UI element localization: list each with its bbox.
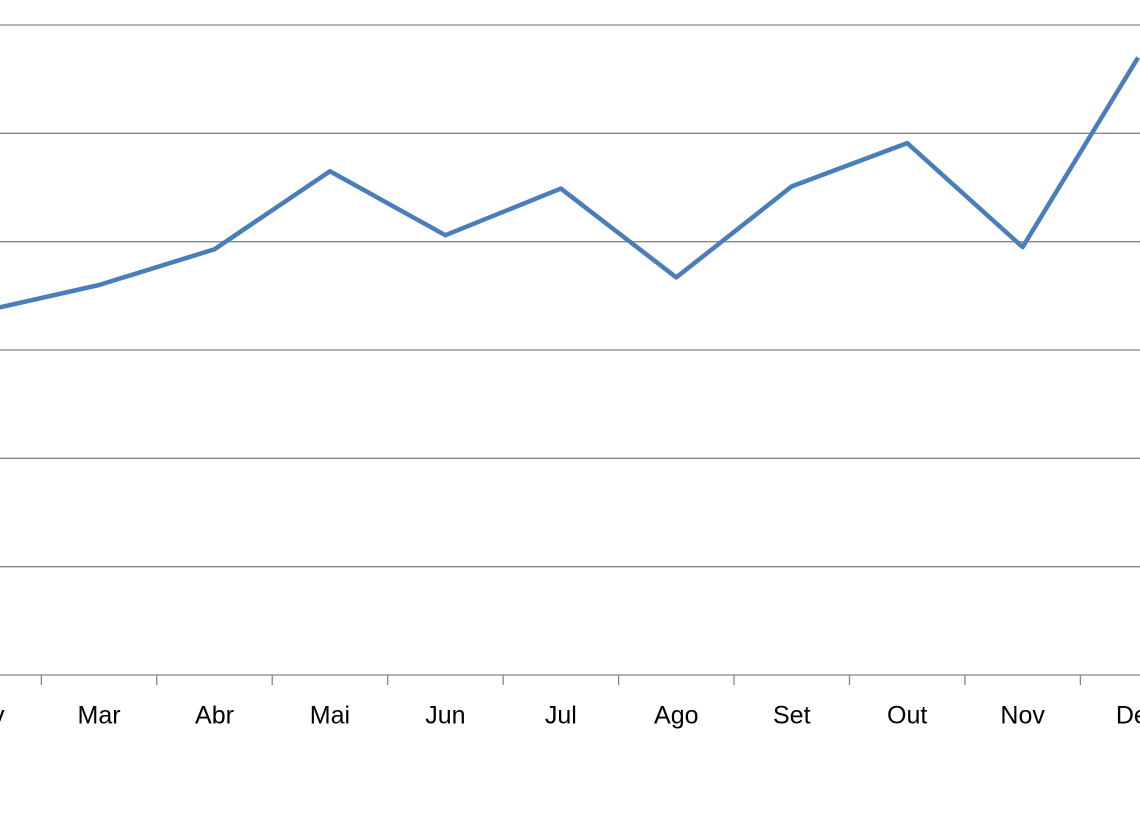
- x-tick-label: Fev: [0, 702, 5, 730]
- x-tick-label: Abr: [195, 702, 234, 730]
- x-tick-label: Mai: [310, 702, 350, 730]
- x-tick-label: Ago: [654, 702, 698, 730]
- x-tick-label: Jul: [545, 702, 577, 730]
- x-tick-label: Mar: [78, 702, 121, 730]
- x-tick-label: Dez: [1116, 702, 1140, 730]
- x-tick-label: Out: [887, 702, 927, 730]
- x-tick-label: Nov: [1000, 702, 1045, 730]
- x-tick-label: Set: [773, 702, 811, 730]
- data-line: [0, 56, 1140, 310]
- x-tick-label: Jun: [425, 702, 465, 730]
